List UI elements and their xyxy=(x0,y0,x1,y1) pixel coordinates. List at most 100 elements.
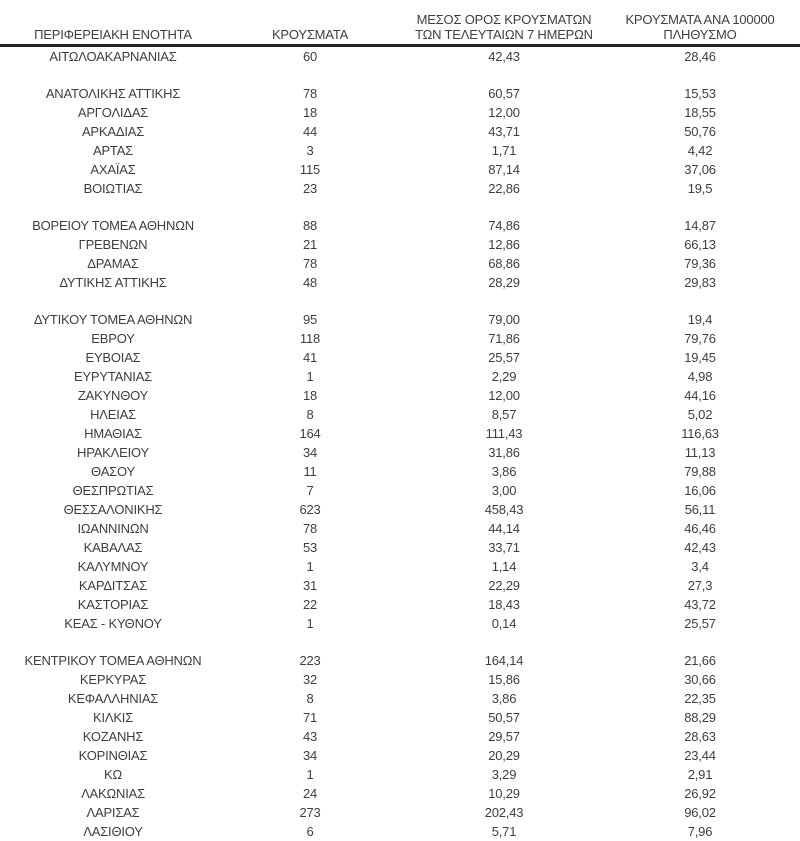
cell-region: ΚΟΖΑΝΗΣ xyxy=(82,729,144,744)
cell-per100k: 19,45 xyxy=(684,350,716,365)
cell-region: ΔΥΤΙΚΟΥ ΤΟΜΕΑ ΑΘΗΝΩΝ xyxy=(33,312,193,327)
cell-cases: 22 xyxy=(302,597,318,612)
table-header-row: ΠΕΡΙΦΕΡΕΙΑΚΗ ΕΝΟΤΗΤΑ ΚΡΟΥΣΜΑΤΑ ΜΕΣΟΣ ΟΡΟ… xyxy=(0,0,800,44)
cell-cases: 31 xyxy=(302,578,318,593)
cell-region: ΚΕΑΣ - ΚΥΘΝΟΥ xyxy=(64,616,162,631)
cell-region: ΗΜΑΘΙΑΣ xyxy=(84,426,142,441)
cell-cases: 623 xyxy=(299,502,321,517)
cell-region: ΑΝΑΤΟΛΙΚΗΣ ΑΤΤΙΚΗΣ xyxy=(45,86,181,101)
table-row: ΛΑΣΙΘΙΟΥ 6 5,71 7,96 xyxy=(0,822,800,841)
group-spacer xyxy=(0,66,800,84)
cell-cases: 8 xyxy=(306,691,314,706)
cell-avg7: 42,43 xyxy=(488,49,520,64)
cell-cases: 78 xyxy=(302,521,318,536)
cell-avg7: 44,14 xyxy=(488,521,520,536)
cell-region: ΕΥΒΟΙΑΣ xyxy=(85,350,141,365)
header-avg7-label-line1: ΜΕΣΟΣ ΟΡΟΣ ΚΡΟΥΣΜΑΤΩΝ xyxy=(416,12,592,27)
table-row: ΚΕΝΤΡΙΚΟΥ ΤΟΜΕΑ ΑΘΗΝΩΝ 223 164,14 21,66 xyxy=(0,651,800,670)
cell-avg7: 22,29 xyxy=(488,578,520,593)
cell-cases: 6 xyxy=(306,824,314,839)
cell-avg7: 20,29 xyxy=(488,748,520,763)
table-row: ΛΑΚΩΝΙΑΣ 24 10,29 26,92 xyxy=(0,784,800,803)
header-region-label: ΠΕΡΙΦΕΡΕΙΑΚΗ ΕΝΟΤΗΤΑ xyxy=(34,27,192,42)
cell-cases: 1 xyxy=(306,369,314,384)
cell-cases: 1 xyxy=(306,559,314,574)
cell-region: ΚΑΒΑΛΑΣ xyxy=(83,540,143,555)
cell-cases: 43 xyxy=(302,729,318,744)
cell-region: ΑΡΤΑΣ xyxy=(92,143,134,158)
table-row: ΚΩ 1 3,29 2,91 xyxy=(0,765,800,784)
cell-region: ΗΡΑΚΛΕΙΟΥ xyxy=(77,445,149,460)
cell-avg7: 0,14 xyxy=(491,616,517,631)
cell-per100k: 2,91 xyxy=(687,767,713,782)
cell-avg7: 3,86 xyxy=(491,464,517,479)
table-row: ΗΡΑΚΛΕΙΟΥ 34 31,86 11,13 xyxy=(0,443,800,462)
cell-cases: 1 xyxy=(306,616,314,631)
cell-avg7: 29,57 xyxy=(488,729,520,744)
cell-cases: 115 xyxy=(299,162,321,177)
cell-region: ΔΡΑΜΑΣ xyxy=(87,256,139,271)
table-row: ΚΑΒΑΛΑΣ 53 33,71 42,43 xyxy=(0,538,800,557)
header-divider xyxy=(0,44,800,47)
cell-cases: 53 xyxy=(302,540,318,555)
cell-cases: 44 xyxy=(302,124,318,139)
cell-cases: 24 xyxy=(302,786,318,801)
cell-per100k: 96,02 xyxy=(684,805,716,820)
cell-region: ΛΑΚΩΝΙΑΣ xyxy=(81,786,145,801)
table-row: ΚΟΡΙΝΘΙΑΣ 34 20,29 23,44 xyxy=(0,746,800,765)
cell-avg7: 12,00 xyxy=(488,388,520,403)
cell-per100k: 28,46 xyxy=(684,49,716,64)
table-row: ΒΟΙΩΤΙΑΣ 23 22,86 19,5 xyxy=(0,179,800,198)
cell-region: ΑΡΓΟΛΙΔΑΣ xyxy=(77,105,149,120)
cell-region: ΗΛΕΙΑΣ xyxy=(90,407,136,422)
table-row: ΑΝΑΤΟΛΙΚΗΣ ΑΤΤΙΚΗΣ 78 60,57 15,53 xyxy=(0,84,800,103)
cell-region: ΚΕΡΚΥΡΑΣ xyxy=(79,672,147,687)
cell-per100k: 56,11 xyxy=(684,502,716,517)
cell-region: ΚΕΦΑΛΛΗΝΙΑΣ xyxy=(67,691,159,706)
cell-cases: 18 xyxy=(302,388,318,403)
header-per100k: ΚΡΟΥΣΜΑΤΑ ΑΝΑ 100000 ΠΛΗΘΥΣΜΟ xyxy=(614,12,786,42)
table-row: ΚΑΡΔΙΤΣΑΣ 31 22,29 27,3 xyxy=(0,576,800,595)
table-row: ΕΥΡΥΤΑΝΙΑΣ 1 2,29 4,98 xyxy=(0,367,800,386)
cell-avg7: 164,14 xyxy=(484,653,524,668)
header-per100k-label-line2: ΠΛΗΘΥΣΜΟ xyxy=(663,27,737,42)
cell-avg7: 111,43 xyxy=(485,426,523,441)
cell-avg7: 15,86 xyxy=(488,672,520,687)
cell-per100k: 27,3 xyxy=(687,578,713,593)
cell-avg7: 1,71 xyxy=(491,143,517,158)
cell-region: ΖΑΚΥΝΘΟΥ xyxy=(77,388,149,403)
cell-avg7: 18,43 xyxy=(488,597,520,612)
cell-per100k: 14,87 xyxy=(684,218,716,233)
cell-per100k: 42,43 xyxy=(684,540,716,555)
cell-region: ΑΡΚΑΔΙΑΣ xyxy=(81,124,145,139)
cell-avg7: 28,29 xyxy=(488,275,520,290)
cell-per100k: 22,35 xyxy=(684,691,716,706)
header-region: ΠΕΡΙΦΕΡΕΙΑΚΗ ΕΝΟΤΗΤΑ xyxy=(0,27,226,42)
cell-per100k: 29,83 xyxy=(684,275,716,290)
header-avg7-label-line2: ΤΩΝ ΤΕΛΕΥΤΑΙΩΝ 7 ΗΜΕΡΩΝ xyxy=(415,27,593,42)
cell-per100k: 79,36 xyxy=(684,256,716,271)
cell-avg7: 74,86 xyxy=(488,218,520,233)
cell-cases: 60 xyxy=(302,49,318,64)
group-spacer xyxy=(0,292,800,310)
cell-avg7: 60,57 xyxy=(488,86,520,101)
cell-region: ΓΡΕΒΕΝΩΝ xyxy=(78,237,148,252)
cell-per100k: 19,4 xyxy=(687,312,713,327)
cell-per100k: 79,88 xyxy=(684,464,716,479)
cell-cases: 48 xyxy=(302,275,318,290)
table-row: ΚΕΡΚΥΡΑΣ 32 15,86 30,66 xyxy=(0,670,800,689)
cell-avg7: 202,43 xyxy=(484,805,524,820)
cell-per100k: 7,96 xyxy=(687,824,713,839)
cell-cases: 41 xyxy=(302,350,318,365)
group-spacer xyxy=(0,633,800,651)
cell-per100k: 11,13 xyxy=(684,445,716,460)
cell-per100k: 46,46 xyxy=(684,521,716,536)
cell-cases: 3 xyxy=(306,143,314,158)
cell-cases: 1 xyxy=(306,767,314,782)
table-row: ΕΥΒΟΙΑΣ 41 25,57 19,45 xyxy=(0,348,800,367)
cell-per100k: 3,4 xyxy=(691,559,709,574)
cell-region: ΚΙΛΚΙΣ xyxy=(92,710,134,725)
cell-cases: 273 xyxy=(299,805,321,820)
cell-cases: 71 xyxy=(302,710,318,725)
cell-region: ΒΟΡΕΙΟΥ ΤΟΜΕΑ ΑΘΗΝΩΝ xyxy=(32,218,194,233)
